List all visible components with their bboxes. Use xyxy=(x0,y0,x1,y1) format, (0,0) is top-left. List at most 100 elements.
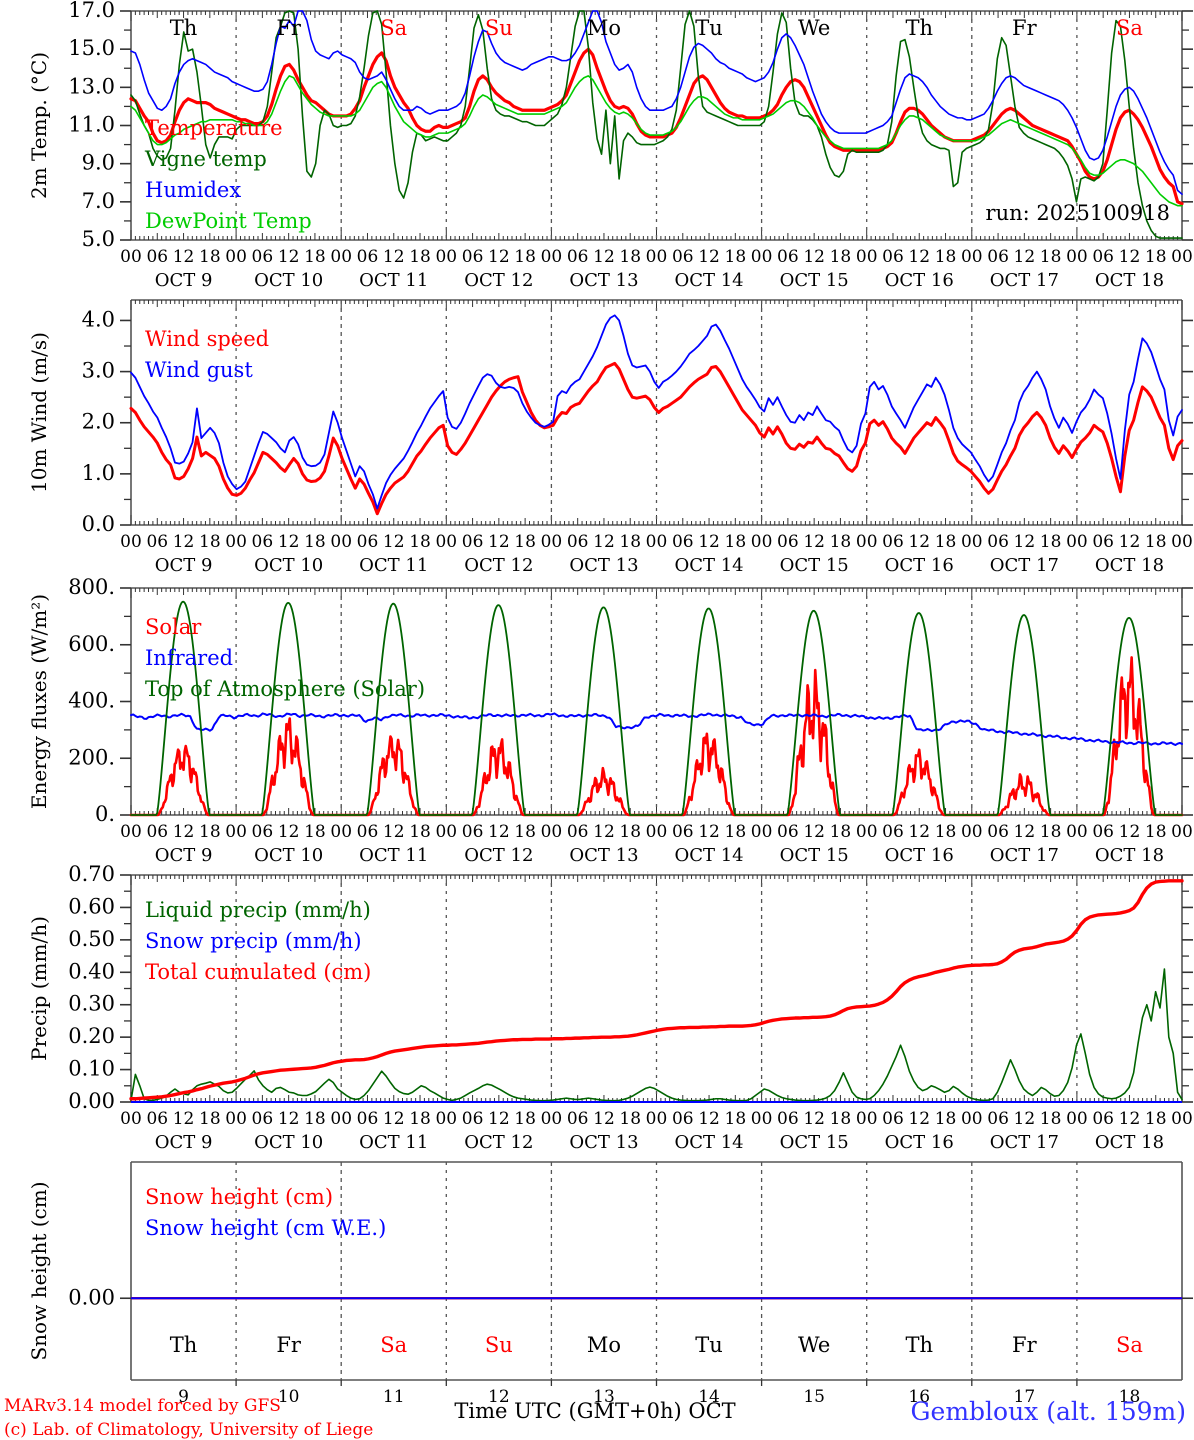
hour-tick-label: 00 xyxy=(856,822,878,842)
legend-label-1: Snow height (cm W.E.) xyxy=(145,1216,386,1240)
hour-tick-label: 06 xyxy=(987,822,1009,842)
day-label: OCT 15 xyxy=(780,270,849,291)
hour-tick-label: 00 xyxy=(330,1109,352,1129)
hour-tick-label: 00 xyxy=(435,822,457,842)
hour-tick-label: 00 xyxy=(541,1109,563,1129)
y-tick-label: 0. xyxy=(95,802,115,826)
hour-tick-label: 00 xyxy=(435,247,457,267)
hour-tick-label: 12 xyxy=(383,822,405,842)
y-axis-title: 10m Wind (m/s) xyxy=(27,332,51,493)
hour-tick-label: 00 xyxy=(1171,247,1193,267)
hour-tick-label: 12 xyxy=(698,822,720,842)
hour-tick-label: 18 xyxy=(409,247,431,267)
y-tick-label: 7.0 xyxy=(82,189,115,213)
day-label: OCT 14 xyxy=(674,270,743,291)
hour-tick-label: 00 xyxy=(225,247,247,267)
hour-tick-label: 12 xyxy=(698,532,720,552)
legend-label-1: Vigne temp xyxy=(144,147,267,171)
hour-tick-label: 18 xyxy=(514,1109,536,1129)
hour-tick-label: 12 xyxy=(278,822,300,842)
hour-tick-label: 06 xyxy=(672,822,694,842)
day-label: OCT 13 xyxy=(569,1132,638,1153)
hour-tick-label: 12 xyxy=(1014,247,1036,267)
hour-tick-label: 00 xyxy=(435,532,457,552)
day-label: OCT 18 xyxy=(1095,555,1164,576)
y-axis-title: 2m Temp. (°C) xyxy=(27,52,51,199)
hour-tick-label: 18 xyxy=(1145,247,1167,267)
hour-tick-label: 00 xyxy=(856,532,878,552)
weekday-label: We xyxy=(798,1333,830,1357)
hour-tick-label: 12 xyxy=(593,532,615,552)
hour-tick-label: 06 xyxy=(1092,532,1114,552)
panel-precip: 0.00 0.10 0.20 0.30 0.40 0.50 0.60 0.70 Precip (… xyxy=(27,862,1193,1153)
hour-tick-label: 00 xyxy=(225,822,247,842)
day-label: OCT 9 xyxy=(155,270,213,291)
hour-tick-label: 00 xyxy=(856,247,878,267)
y-tick-label: 15.0 xyxy=(68,36,115,60)
hour-tick-label: 06 xyxy=(1092,822,1114,842)
y-tick-label: 17.0 xyxy=(68,0,115,22)
hour-tick-label: 18 xyxy=(1145,1109,1167,1129)
day-number-label: 10 xyxy=(278,1387,300,1407)
hour-tick-label: 18 xyxy=(409,1109,431,1129)
hour-tick-label: 18 xyxy=(935,822,957,842)
weekday-label: Th xyxy=(905,1333,933,1357)
hour-tick-label: 06 xyxy=(357,247,379,267)
hour-tick-label: 00 xyxy=(751,1109,773,1129)
hour-tick-label: 06 xyxy=(1092,1109,1114,1129)
hour-tick-label: 00 xyxy=(856,1109,878,1129)
y-tick-label: 3.0 xyxy=(82,359,115,383)
legend-label-0: Solar xyxy=(145,615,202,639)
hour-tick-label: 12 xyxy=(1119,1109,1141,1129)
site-label: Gembloux (alt. 159m) xyxy=(911,1397,1186,1426)
hour-tick-label: 06 xyxy=(252,532,274,552)
y-tick-label: 200. xyxy=(68,745,115,769)
hour-tick-label: 00 xyxy=(961,1109,983,1129)
hour-tick-label: 06 xyxy=(672,1109,694,1129)
day-label: OCT 13 xyxy=(569,555,638,576)
weekday-label: Fr xyxy=(276,16,302,40)
hour-tick-label: 06 xyxy=(672,532,694,552)
panel-snow_height: 0.00 Snow height (cm) Snow height (cm) Snow… xyxy=(27,1161,1193,1407)
series-liquid-precip-mm-h xyxy=(130,968,1183,1102)
hour-tick-label: 06 xyxy=(777,822,799,842)
y-tick-label: 0.20 xyxy=(68,1024,115,1048)
hour-tick-label: 06 xyxy=(462,822,484,842)
series-top-of-atmosphere-solar xyxy=(130,600,1183,816)
day-label: OCT 16 xyxy=(885,270,954,291)
y-tick-label: 9.0 xyxy=(82,151,115,175)
hour-tick-label: 12 xyxy=(488,822,510,842)
hour-tick-label: 12 xyxy=(593,247,615,267)
y-tick-label: 0.40 xyxy=(68,959,115,983)
hour-tick-label: 12 xyxy=(488,247,510,267)
hour-tick-label: 06 xyxy=(146,532,168,552)
series-vigne-temp xyxy=(130,10,1183,239)
day-label: OCT 15 xyxy=(780,1132,849,1153)
y-tick-label: 5.0 xyxy=(82,227,115,251)
legend-label-1: Infrared xyxy=(145,646,233,670)
hour-tick-label: 18 xyxy=(619,1109,641,1129)
hour-tick-label: 18 xyxy=(409,532,431,552)
weekday-label: Mo xyxy=(587,16,621,40)
hour-tick-label: 00 xyxy=(435,1109,457,1129)
hour-tick-label: 00 xyxy=(1171,822,1193,842)
hour-tick-label: 18 xyxy=(830,1109,852,1129)
hour-tick-label: 18 xyxy=(199,247,221,267)
day-label: OCT 15 xyxy=(780,555,849,576)
legend-label-2: Total cumulated (cm) xyxy=(145,960,371,984)
hour-tick-label: 06 xyxy=(672,247,694,267)
day-number-label: 16 xyxy=(908,1387,930,1407)
day-label: OCT 15 xyxy=(780,845,849,866)
hour-tick-label: 06 xyxy=(987,1109,1009,1129)
day-label: OCT 17 xyxy=(990,270,1059,291)
weekday-label: Sa xyxy=(1116,1333,1143,1357)
hour-tick-label: 12 xyxy=(488,1109,510,1129)
weekday-label: Su xyxy=(485,16,513,40)
hour-tick-label: 06 xyxy=(252,1109,274,1129)
weekday-label: Sa xyxy=(380,16,407,40)
hour-tick-label: 12 xyxy=(593,822,615,842)
hour-tick-label: 12 xyxy=(488,532,510,552)
legend-label-2: Humidex xyxy=(145,178,241,202)
hour-tick-label: 18 xyxy=(199,532,221,552)
hour-tick-label: 12 xyxy=(1014,1109,1036,1129)
